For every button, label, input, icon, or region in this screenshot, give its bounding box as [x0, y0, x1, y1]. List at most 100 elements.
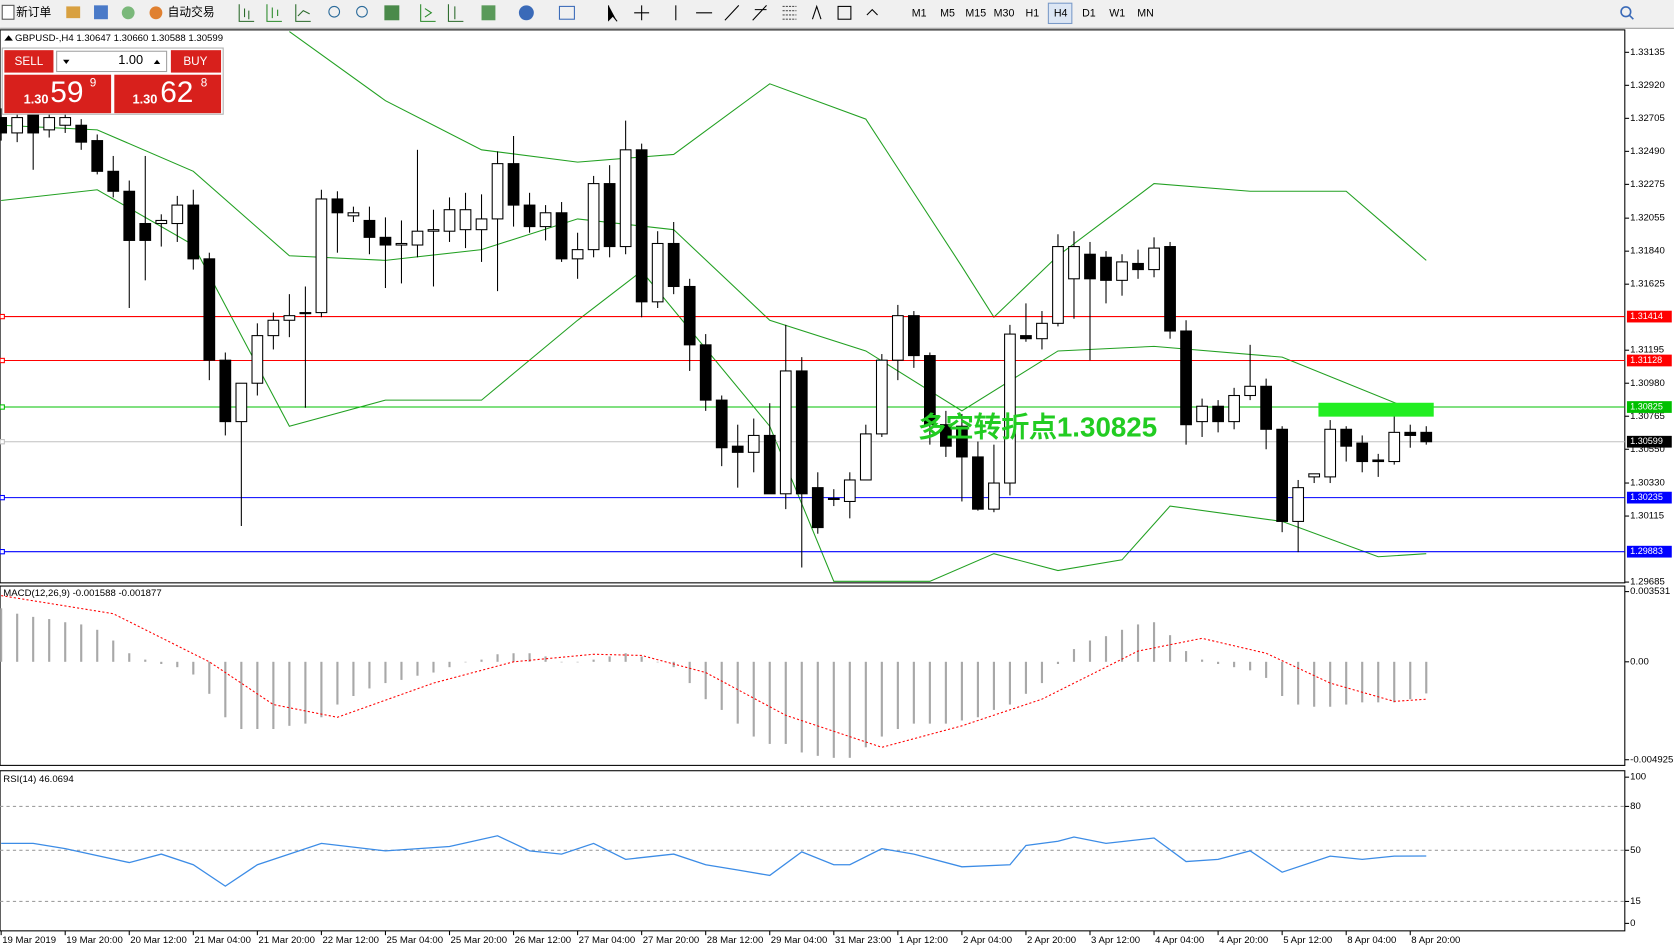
candle-body	[523, 204, 536, 228]
candle-body	[203, 258, 216, 361]
bid-box[interactable]	[4, 74, 112, 114]
ask-box[interactable]	[114, 74, 222, 114]
macd-bar	[1152, 622, 1156, 662]
label-icon[interactable]	[837, 5, 852, 20]
zoom-out-icon[interactable]	[356, 5, 368, 18]
candle-body	[363, 219, 376, 238]
macd-bar	[432, 661, 435, 673]
price-panel	[0, 29, 1626, 584]
candle-body	[763, 434, 776, 495]
timeframe-button[interactable]: M1	[912, 8, 927, 20]
timeframe-button[interactable]: H1	[1026, 8, 1040, 20]
fibo-icon[interactable]	[782, 5, 797, 20]
lots-down[interactable]	[63, 59, 70, 65]
scroll-icon[interactable]	[420, 4, 436, 22]
macd-bar	[1345, 661, 1348, 705]
timeframe-button[interactable]: MN	[1137, 8, 1154, 20]
candle-body	[619, 149, 632, 248]
templates-icon[interactable]	[558, 5, 575, 20]
timeframe-button[interactable]: D1	[1082, 8, 1096, 20]
lots-input[interactable]	[56, 50, 168, 73]
candle-body	[875, 359, 888, 435]
candle-body	[940, 424, 952, 447]
line-handle	[0, 357, 5, 364]
periods-icon[interactable]	[518, 5, 534, 21]
candle-body	[459, 209, 472, 231]
macd-bar	[16, 613, 19, 662]
y-tick-label: 0	[1630, 918, 1635, 929]
candle-body	[779, 370, 792, 495]
macd-bar	[960, 661, 963, 721]
line-icon[interactable]	[295, 4, 311, 22]
candle-body	[11, 117, 24, 134]
candle-body	[123, 190, 136, 241]
lots-value[interactable]: 1.00	[118, 52, 143, 67]
auto-trading-icon[interactable]	[149, 6, 163, 20]
icon[interactable]	[121, 6, 135, 20]
macd-bar	[816, 661, 819, 756]
search-icon[interactable]	[1620, 6, 1632, 18]
candle-body	[859, 433, 872, 481]
y-tick-label: 1.32920	[1630, 80, 1665, 91]
timeframe-button[interactable]: M5	[940, 8, 955, 20]
candle-body	[972, 456, 984, 510]
x-tick-label: 4 Apr 20:00	[1219, 935, 1268, 946]
candle-body	[1212, 405, 1224, 423]
candle-body	[107, 170, 120, 192]
macd-bar	[240, 661, 243, 730]
timeframe-button[interactable]: M30	[994, 8, 1015, 20]
auto-trading-button[interactable]: 自动交易	[168, 5, 215, 19]
indicators-icon[interactable]	[481, 5, 496, 21]
buy-label[interactable]: BUY	[183, 55, 207, 68]
ask-pips: 62	[160, 76, 193, 109]
sell-label[interactable]: SELL	[15, 55, 44, 68]
macd-bar	[1233, 661, 1236, 668]
candle-body	[811, 487, 824, 529]
candle-body	[1228, 394, 1240, 423]
line-handle	[0, 494, 5, 501]
y-tick-label: 1.32490	[1630, 146, 1665, 157]
timeframe-button[interactable]: M15	[965, 8, 986, 20]
timeframe-button[interactable]: W1	[1109, 8, 1125, 20]
candle-body	[411, 230, 424, 246]
icon[interactable]	[94, 5, 108, 20]
bar-chart-icon[interactable]	[238, 4, 255, 22]
candle-body	[1148, 247, 1160, 271]
text-icon[interactable]	[811, 4, 822, 20]
shift-icon[interactable]	[447, 4, 464, 22]
lots-up[interactable]	[153, 59, 161, 65]
x-tick-label: 3 Apr 12:00	[1091, 935, 1140, 946]
candle-icon[interactable]	[266, 4, 282, 22]
line-handle	[0, 439, 5, 445]
timeframe-button[interactable]: H4	[1054, 8, 1068, 20]
macd-signal	[1, 595, 1427, 748]
candle-body	[235, 382, 248, 423]
zoom-in-icon[interactable]	[328, 5, 341, 18]
channel-icon[interactable]	[752, 4, 767, 21]
macd-bar	[832, 661, 835, 758]
tile-icon[interactable]	[384, 5, 400, 21]
new-order-button[interactable]: 新订单	[16, 5, 51, 19]
icon[interactable]	[66, 6, 81, 19]
x-tick-label: 19 Mar 2019	[2, 935, 56, 946]
active-timeframe	[1047, 2, 1073, 25]
macd-bar	[528, 653, 531, 662]
buy-button[interactable]	[170, 50, 222, 73]
sell-button[interactable]	[4, 50, 54, 73]
candle-body	[699, 344, 712, 401]
bollinger-band	[1, 189, 1427, 582]
y-tick-label: 1.31625	[1630, 279, 1665, 290]
macd-bar	[688, 661, 691, 684]
cursor-icon[interactable]	[608, 5, 618, 22]
line-handle	[0, 404, 5, 410]
ask-big: 1.30	[132, 92, 157, 107]
macd-bar	[112, 640, 115, 662]
trendline-icon[interactable]	[724, 4, 740, 21]
arrows-icon[interactable]	[866, 8, 878, 16]
macd-bar	[768, 661, 771, 744]
y-tick-label: 100	[1630, 772, 1646, 783]
crosshair-icon[interactable]	[634, 5, 650, 21]
new-order-icon[interactable]	[1, 4, 15, 20]
candle-body	[1180, 330, 1192, 426]
